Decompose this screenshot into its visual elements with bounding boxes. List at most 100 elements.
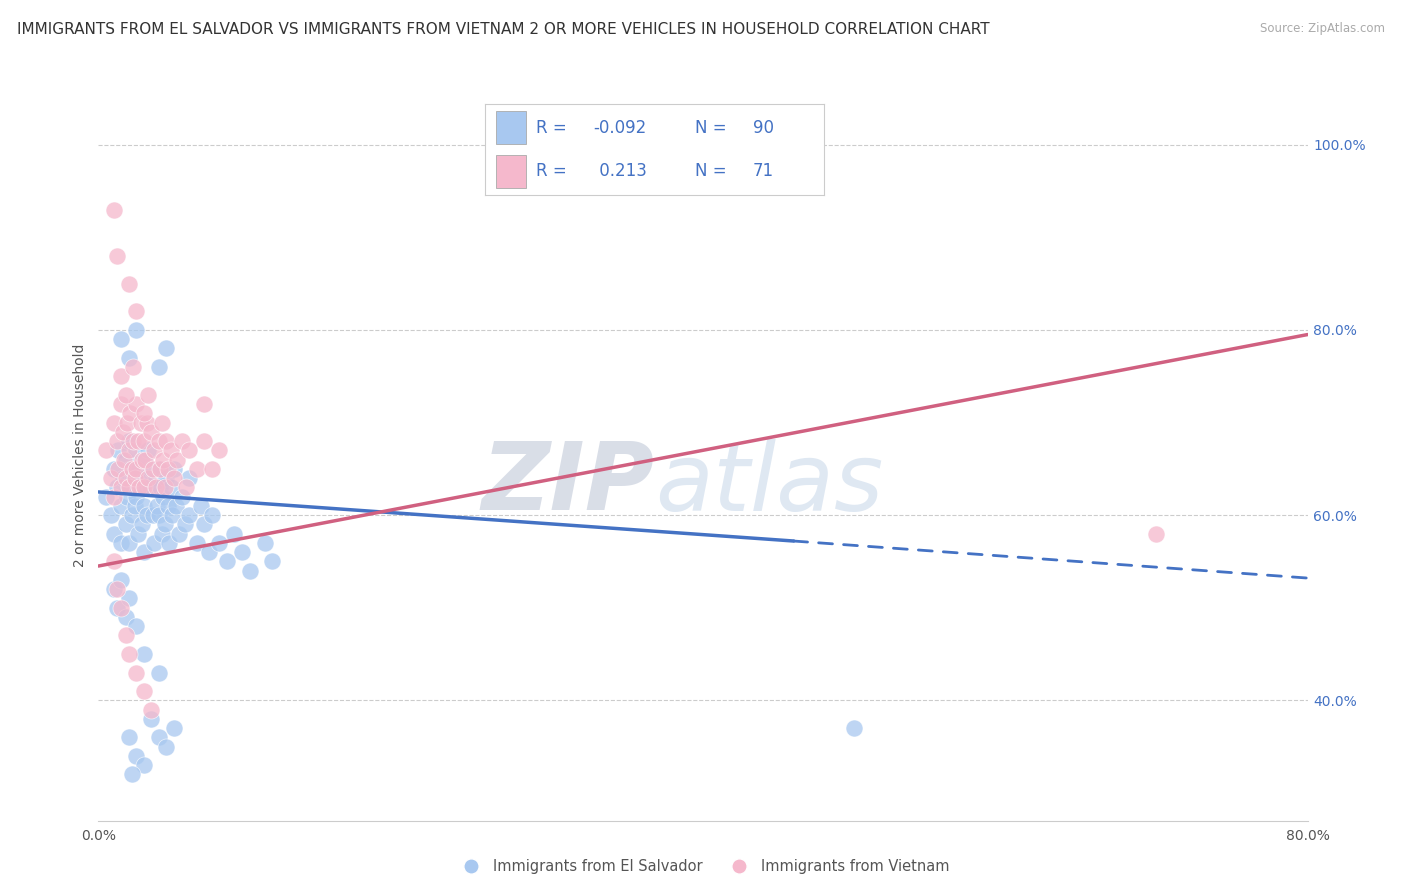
Point [179, 471, 201, 485]
Point [148, 665, 170, 680]
Point [134, 452, 156, 467]
Point [107, 443, 129, 458]
Point [105, 582, 128, 597]
Point [152, 452, 174, 467]
Point [105, 434, 128, 448]
Point [114, 628, 136, 642]
Point [132, 684, 155, 698]
Point [114, 517, 136, 532]
Point [173, 517, 195, 532]
Point [110, 600, 132, 615]
Point [128, 480, 150, 494]
Point [208, 536, 231, 550]
Text: atlas: atlas [655, 439, 883, 530]
Point [125, 443, 148, 458]
Point [148, 731, 170, 745]
Point [100, 508, 122, 522]
Point [110, 480, 132, 494]
Point [105, 600, 128, 615]
Point [135, 508, 157, 522]
Point [149, 462, 172, 476]
Y-axis label: 2 or more Vehicles in Household: 2 or more Vehicles in Household [73, 343, 87, 566]
Point [136, 471, 159, 485]
Point [122, 471, 145, 485]
Point [107, 462, 129, 476]
Legend: Immigrants from El Salvador, Immigrants from Vietnam: Immigrants from El Salvador, Immigrants … [451, 854, 955, 880]
Point [124, 499, 146, 513]
Point [111, 471, 134, 485]
Point [145, 471, 167, 485]
Point [193, 517, 215, 532]
Point [174, 480, 197, 494]
Point [111, 425, 134, 439]
Point [118, 647, 141, 661]
Point [103, 202, 125, 217]
Point [121, 767, 143, 781]
Point [114, 452, 136, 467]
Point [156, 499, 179, 513]
Point [118, 277, 141, 291]
Point [100, 471, 122, 485]
Point [163, 471, 186, 485]
Point [141, 702, 163, 716]
Point [129, 480, 152, 494]
Point [136, 443, 159, 458]
Point [134, 471, 156, 485]
Point [110, 499, 132, 513]
Point [132, 758, 155, 772]
Point [208, 443, 231, 458]
Point [179, 508, 201, 522]
Point [118, 434, 141, 448]
Point [115, 490, 138, 504]
Point [110, 573, 132, 587]
Point [118, 536, 141, 550]
Point [127, 434, 149, 448]
Point [160, 480, 183, 494]
Point [148, 462, 170, 476]
Point [125, 665, 148, 680]
Point [197, 545, 219, 559]
Point [125, 397, 148, 411]
Point [135, 416, 157, 430]
Point [132, 452, 155, 467]
Point [159, 536, 181, 550]
Point [136, 388, 159, 402]
Point [115, 416, 138, 430]
Point [201, 508, 224, 522]
Point [224, 526, 246, 541]
Point [124, 471, 146, 485]
Point [118, 480, 141, 494]
Point [146, 499, 169, 513]
Point [150, 526, 173, 541]
Point [153, 517, 176, 532]
Point [103, 490, 125, 504]
Point [193, 434, 215, 448]
Text: ZIP: ZIP [482, 438, 655, 530]
Point [201, 462, 224, 476]
Point [110, 369, 132, 384]
Point [148, 434, 170, 448]
Point [155, 739, 177, 754]
Point [170, 490, 193, 504]
Point [110, 536, 132, 550]
Point [120, 406, 142, 420]
Point [155, 471, 177, 485]
Point [127, 526, 149, 541]
Point [125, 748, 148, 763]
Point [142, 462, 165, 476]
Point [156, 462, 179, 476]
Point [118, 480, 141, 494]
Point [105, 480, 128, 494]
Point [155, 434, 177, 448]
Point [125, 323, 148, 337]
Point [118, 351, 141, 365]
Point [121, 508, 143, 522]
Point [155, 342, 177, 356]
Point [148, 508, 170, 522]
Point [148, 359, 170, 374]
Point [114, 388, 136, 402]
Point [193, 397, 215, 411]
Point [103, 416, 125, 430]
Point [262, 554, 284, 568]
Point [1144, 526, 1167, 541]
